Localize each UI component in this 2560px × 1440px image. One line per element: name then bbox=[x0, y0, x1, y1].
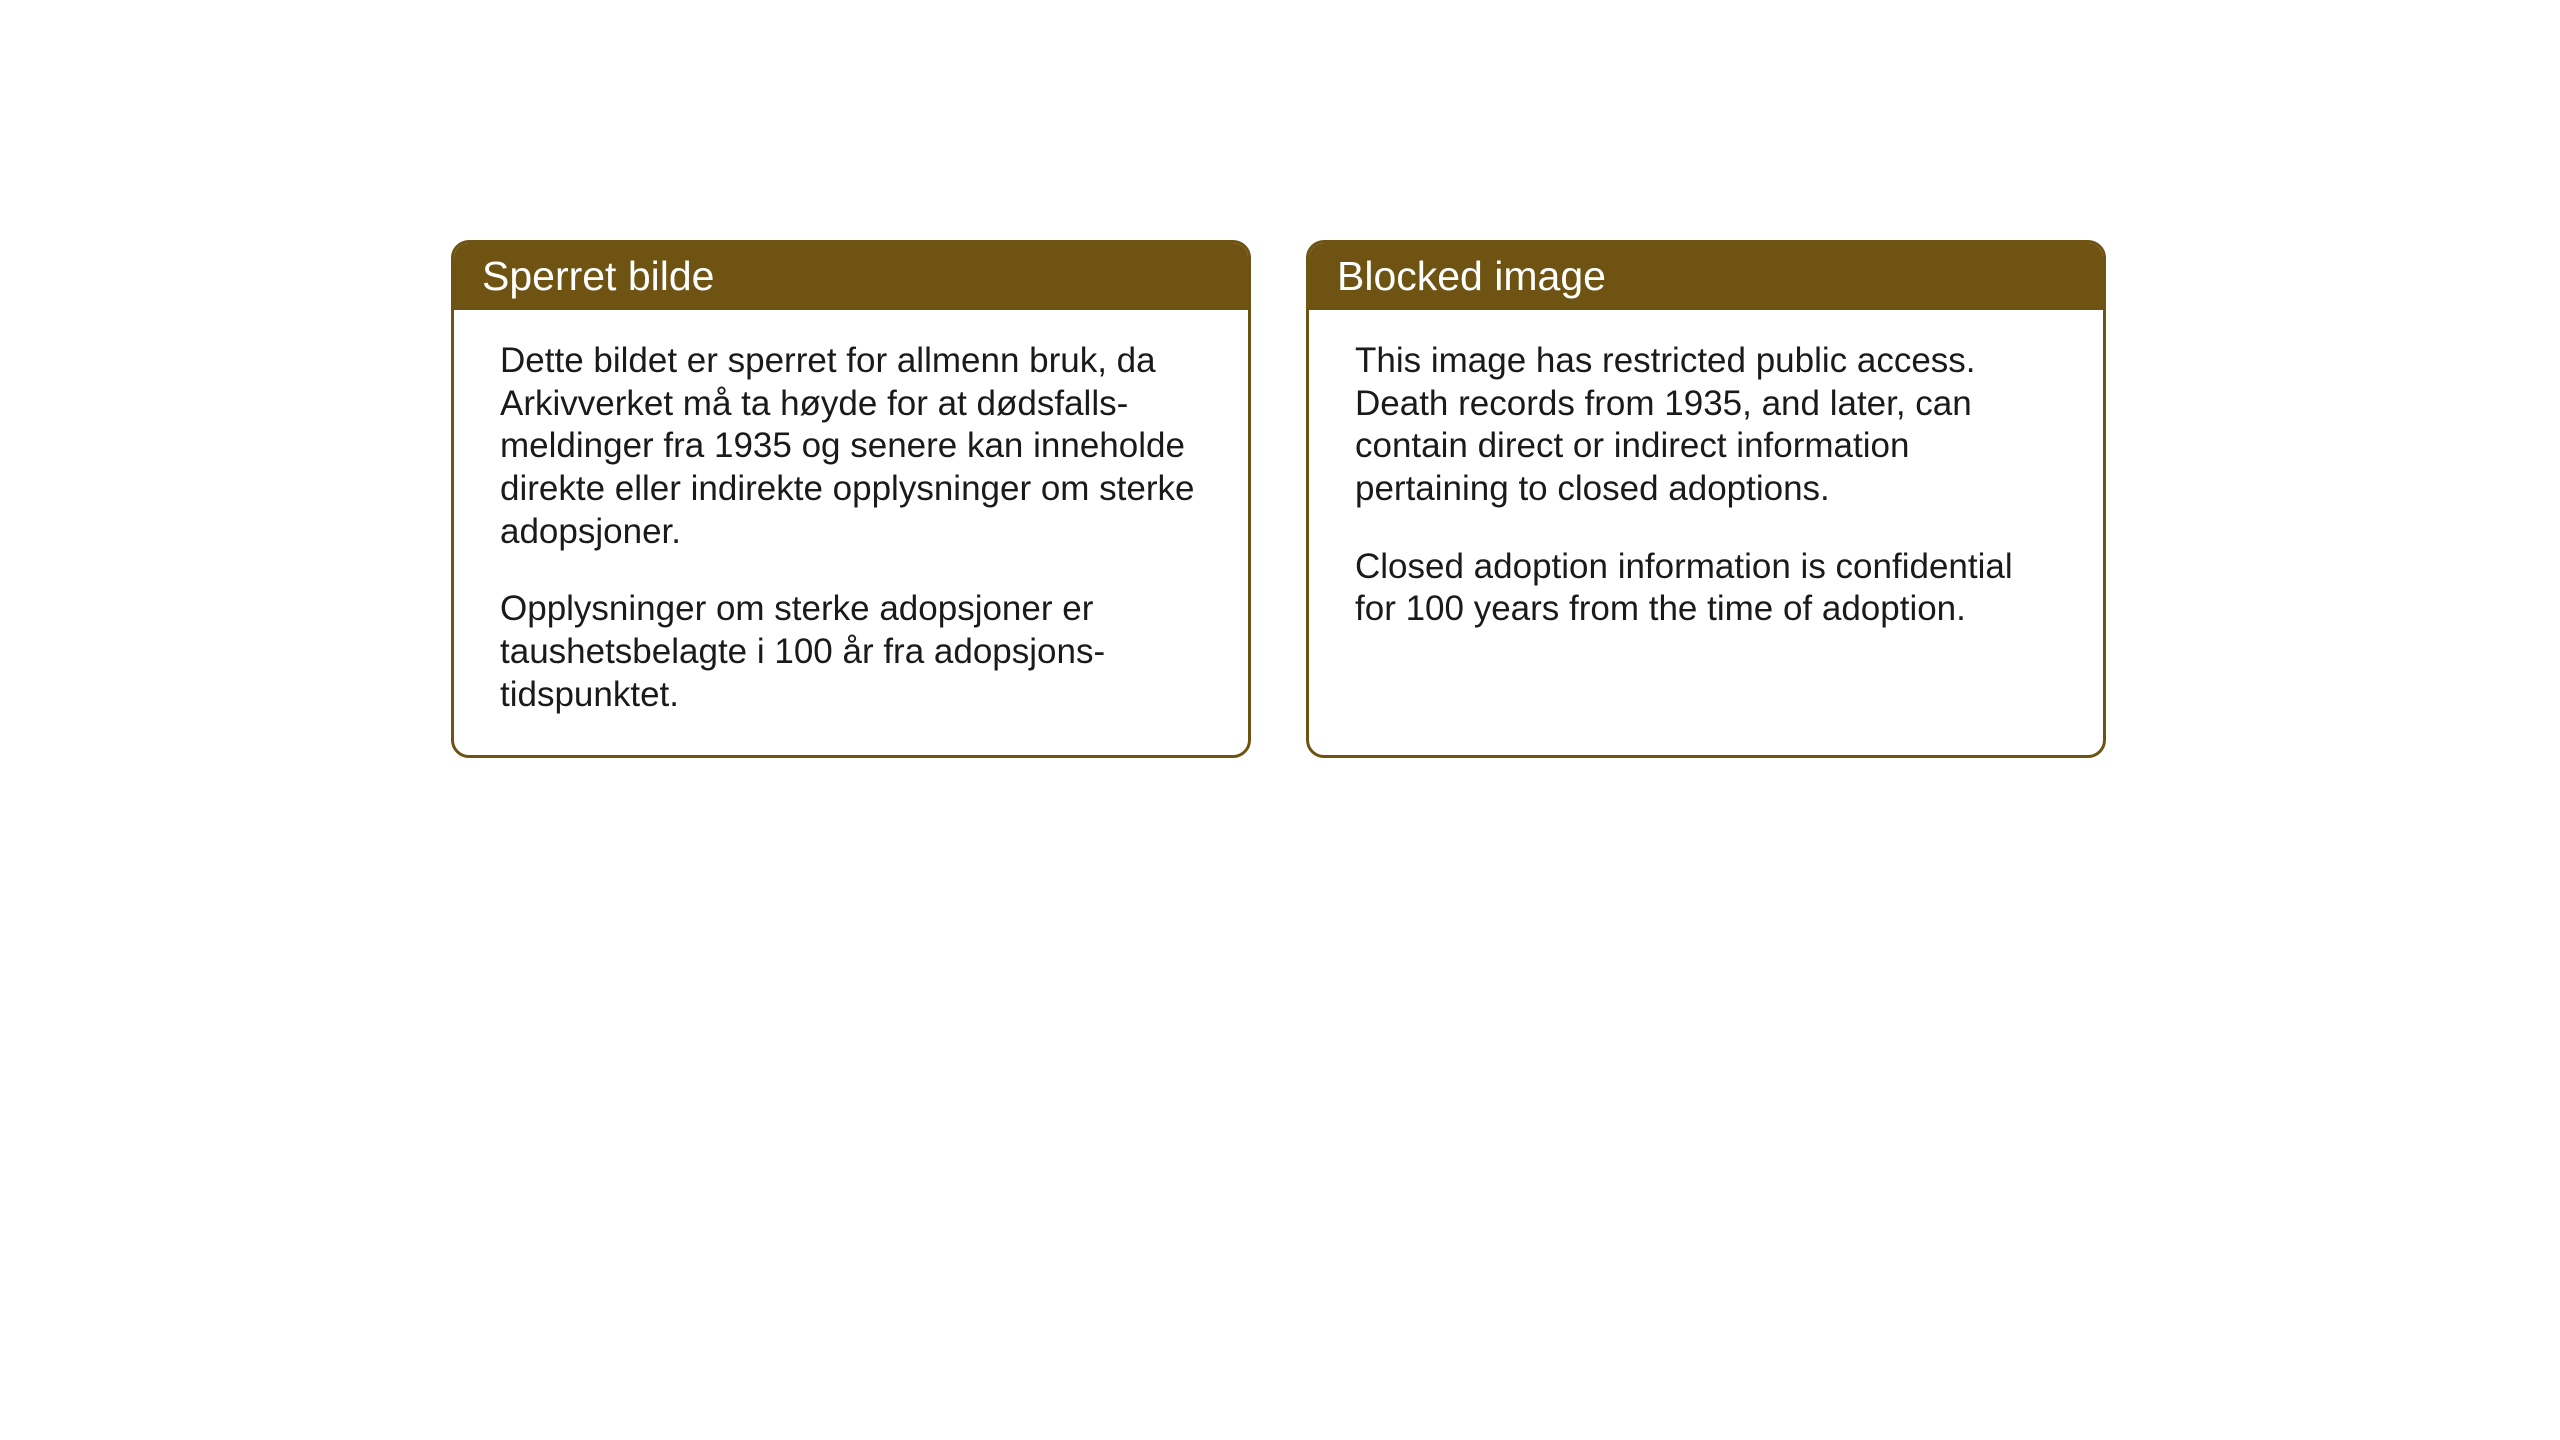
notice-card-english: Blocked image This image has restricted … bbox=[1306, 240, 2106, 758]
card-body-norwegian: Dette bildet er sperret for allmenn bruk… bbox=[454, 310, 1248, 755]
card-paragraph-1-english: This image has restricted public access.… bbox=[1355, 340, 2057, 511]
notice-card-norwegian: Sperret bilde Dette bildet er sperret fo… bbox=[451, 240, 1251, 758]
card-body-english: This image has restricted public access.… bbox=[1309, 310, 2103, 740]
card-header-norwegian: Sperret bilde bbox=[454, 243, 1248, 310]
card-title-norwegian: Sperret bilde bbox=[482, 253, 714, 299]
card-paragraph-1-norwegian: Dette bildet er sperret for allmenn bruk… bbox=[500, 340, 1202, 553]
card-paragraph-2-norwegian: Opplysninger om sterke adopsjoner er tau… bbox=[500, 588, 1202, 716]
card-title-english: Blocked image bbox=[1337, 253, 1606, 299]
notice-cards-container: Sperret bilde Dette bildet er sperret fo… bbox=[451, 240, 2106, 758]
card-header-english: Blocked image bbox=[1309, 243, 2103, 310]
card-paragraph-2-english: Closed adoption information is confident… bbox=[1355, 546, 2057, 631]
